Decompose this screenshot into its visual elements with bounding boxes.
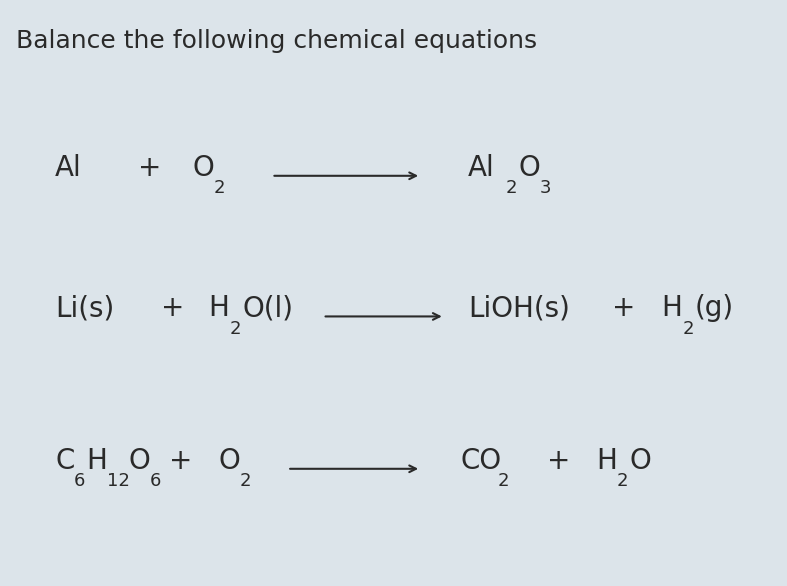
Text: O(l): O(l) bbox=[242, 294, 294, 322]
Text: LiOH(s): LiOH(s) bbox=[468, 294, 570, 322]
Text: 2: 2 bbox=[682, 320, 694, 338]
Text: H: H bbox=[596, 447, 617, 475]
Text: O: O bbox=[519, 154, 541, 182]
Text: 2: 2 bbox=[240, 472, 252, 490]
Text: 2: 2 bbox=[617, 472, 629, 490]
Text: O: O bbox=[128, 447, 150, 475]
Text: Al: Al bbox=[55, 154, 82, 182]
Text: Balance the following chemical equations: Balance the following chemical equations bbox=[16, 29, 537, 53]
Text: 2: 2 bbox=[230, 320, 242, 338]
Text: Li(s): Li(s) bbox=[55, 294, 114, 322]
Text: H: H bbox=[86, 447, 107, 475]
Text: +: + bbox=[169, 447, 193, 475]
Text: (g): (g) bbox=[695, 294, 734, 322]
Text: Al: Al bbox=[468, 154, 495, 182]
Text: 2: 2 bbox=[497, 472, 509, 490]
Text: H: H bbox=[209, 294, 230, 322]
Text: 12: 12 bbox=[107, 472, 130, 490]
Text: CO: CO bbox=[460, 447, 501, 475]
Text: O: O bbox=[630, 447, 652, 475]
Text: O: O bbox=[193, 154, 215, 182]
Text: +: + bbox=[612, 294, 636, 322]
Text: 6: 6 bbox=[150, 472, 161, 490]
Text: H: H bbox=[661, 294, 682, 322]
Text: C: C bbox=[55, 447, 75, 475]
Text: 3: 3 bbox=[540, 179, 552, 197]
Text: +: + bbox=[161, 294, 185, 322]
Text: 2: 2 bbox=[506, 179, 518, 197]
Text: 6: 6 bbox=[74, 472, 85, 490]
Text: +: + bbox=[547, 447, 571, 475]
Text: 2: 2 bbox=[214, 179, 226, 197]
Text: O: O bbox=[219, 447, 241, 475]
Text: +: + bbox=[138, 154, 161, 182]
